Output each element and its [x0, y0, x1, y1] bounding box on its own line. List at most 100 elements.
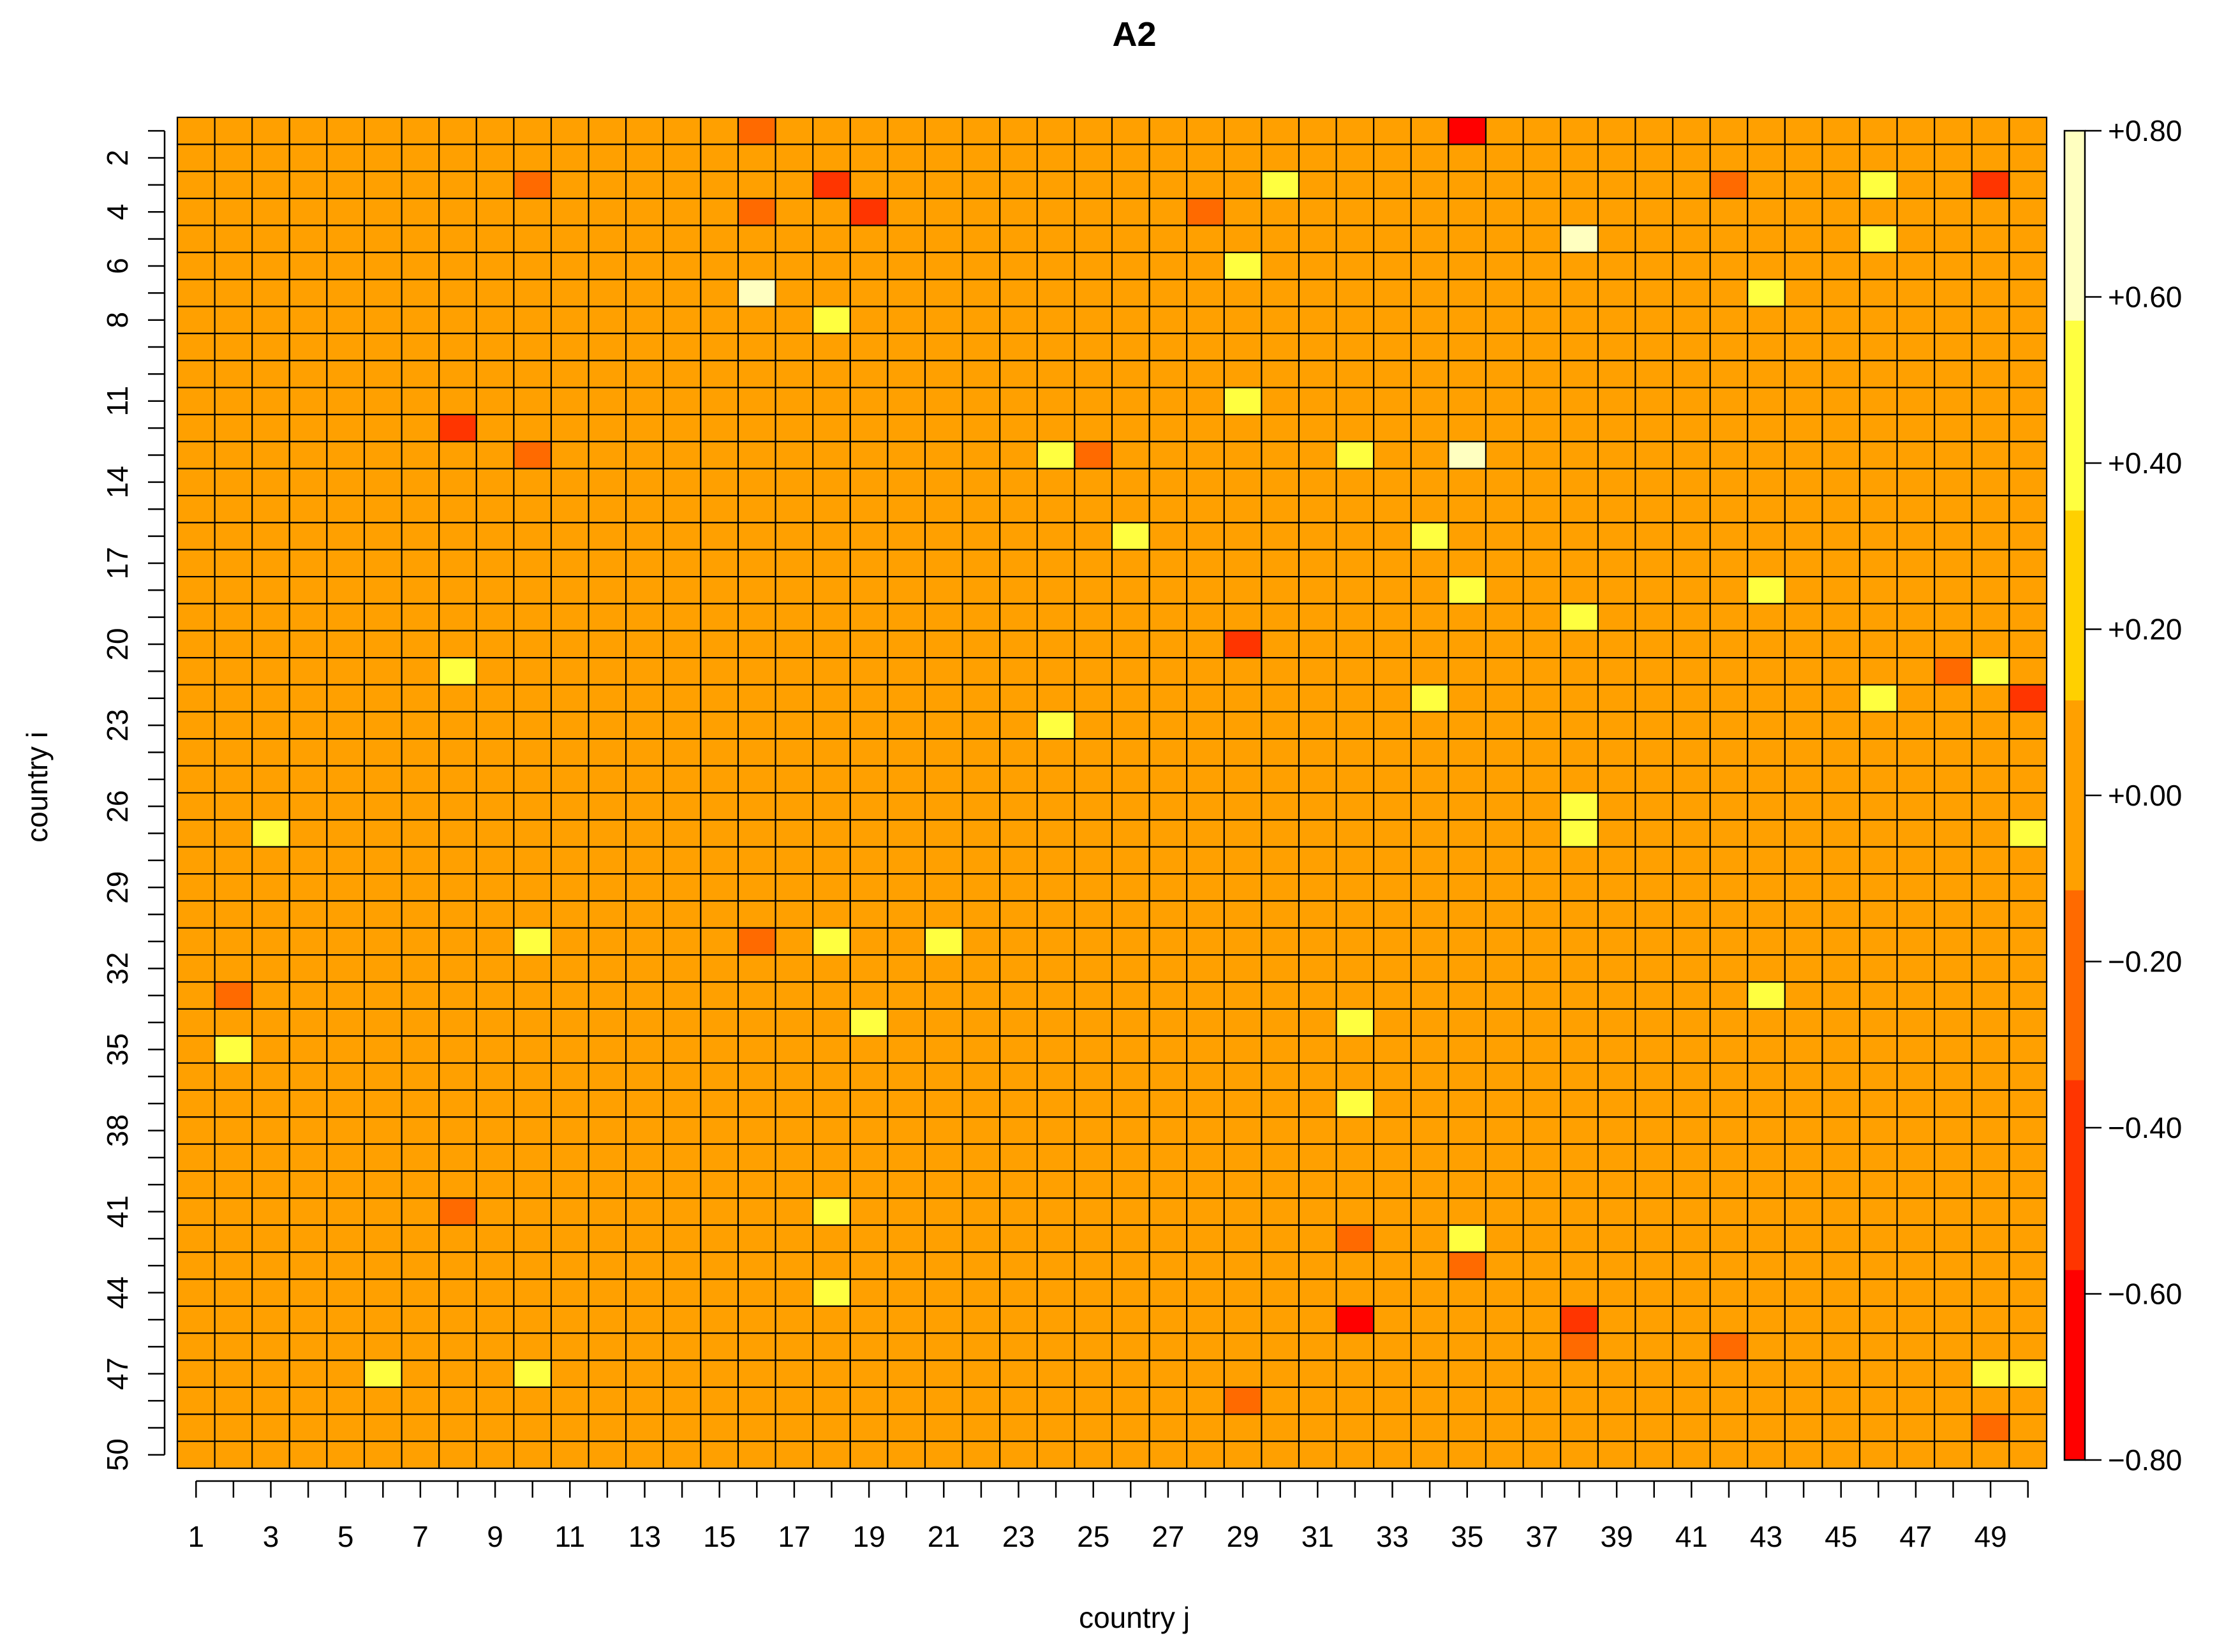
heatmap-cell: [288, 279, 328, 307]
heatmap-cell: [363, 1278, 403, 1307]
heatmap-cell: [475, 819, 515, 848]
heatmap-cell: [1373, 576, 1412, 605]
heatmap-cell: [1709, 144, 1749, 172]
heatmap-cell: [1148, 657, 1188, 686]
heatmap-cell: [1522, 1035, 1562, 1064]
heatmap-cell: [1671, 1035, 1711, 1064]
heatmap-cell: [1709, 792, 1749, 821]
heatmap-cell: [176, 1035, 216, 1064]
heatmap-cell: [1410, 900, 1449, 929]
heatmap-cell: [2008, 1278, 2048, 1307]
heatmap-cell: [662, 846, 702, 875]
heatmap-cell: [1597, 1035, 1636, 1064]
heatmap-cell: [214, 657, 253, 686]
heatmap-cell: [1485, 279, 1524, 307]
heatmap-cell: [1448, 1035, 1487, 1064]
heatmap-cell: [1148, 873, 1188, 902]
heatmap-cell: [1298, 954, 1337, 983]
heatmap-cell: [924, 1143, 963, 1172]
heatmap-cell: [326, 819, 366, 848]
heatmap-cell: [999, 387, 1038, 416]
heatmap-cell: [999, 251, 1038, 281]
heatmap-cell: [1036, 927, 1076, 956]
heatmap-cell: [1298, 144, 1337, 172]
heatmap-cell: [1934, 522, 1973, 550]
heatmap-cell: [999, 981, 1038, 1010]
heatmap-cell: [1261, 1143, 1300, 1172]
heatmap-cell: [1298, 1386, 1337, 1415]
heatmap-cell: [1111, 279, 1150, 307]
heatmap-cell: [1111, 251, 1150, 281]
heatmap-cell: [1784, 197, 1823, 226]
heatmap-cell: [1335, 413, 1375, 443]
heatmap-cell: [1560, 441, 1599, 469]
heatmap-cell: [1784, 116, 1823, 145]
heatmap-cell: [1335, 494, 1375, 524]
heatmap-cell: [1522, 1170, 1562, 1199]
heatmap-cell: [999, 1278, 1038, 1307]
heatmap-cell: [251, 711, 290, 740]
y-tick-label: 44: [101, 1276, 134, 1309]
heatmap-cell: [1671, 1143, 1711, 1172]
colorbar-tick-label: −0.80: [2108, 1443, 2182, 1477]
heatmap-cell: [363, 1386, 403, 1415]
heatmap-cell: [625, 225, 664, 253]
heatmap-cell: [1410, 765, 1449, 794]
heatmap-cell: [1036, 306, 1076, 334]
heatmap-cell: [1335, 981, 1375, 1010]
heatmap-cell: [1335, 251, 1375, 281]
heatmap-cell: [662, 387, 702, 416]
heatmap-cell: [475, 1386, 515, 1415]
heatmap-cell: [1186, 413, 1225, 443]
heatmap-cell: [849, 144, 889, 172]
heatmap-cell: [288, 1386, 328, 1415]
heatmap-cell: [1671, 279, 1711, 307]
heatmap-cell: [1634, 522, 1674, 550]
heatmap-cell: [775, 360, 814, 388]
heatmap-cell: [176, 1332, 216, 1361]
heatmap-cell: [214, 954, 253, 983]
heatmap-cell: [288, 1440, 328, 1470]
heatmap-cell: [1821, 1008, 1861, 1037]
heatmap-cell: [849, 981, 889, 1010]
heatmap-cell: [326, 413, 366, 443]
heatmap-cell: [849, 711, 889, 740]
heatmap-cell: [1934, 360, 1973, 388]
heatmap-cell: [401, 576, 440, 605]
heatmap-cell: [288, 1197, 328, 1226]
x-tick-label: 43: [1750, 1520, 1783, 1553]
heatmap-cell: [737, 494, 776, 524]
heatmap-cell: [961, 846, 1001, 875]
heatmap-cell: [1934, 1251, 1973, 1280]
heatmap-cell: [1036, 1278, 1076, 1307]
heatmap-cell: [1335, 576, 1375, 605]
heatmap-cell: [1448, 927, 1487, 956]
heatmap-cell: [1934, 1305, 1973, 1334]
heatmap-cell: [1223, 116, 1263, 145]
heatmap-cell: [961, 1008, 1001, 1037]
heatmap-cell: [363, 1008, 403, 1037]
heatmap-cell: [1111, 170, 1150, 200]
heatmap-cell: [662, 1305, 702, 1334]
heatmap-cell: [1223, 1143, 1263, 1172]
heatmap-cell: [1373, 197, 1412, 226]
heatmap-cell: [1186, 522, 1225, 550]
heatmap-cell: [1223, 549, 1263, 578]
heatmap-cell: [1261, 494, 1300, 524]
heatmap-cell: [401, 738, 440, 767]
heatmap-cell: [1335, 116, 1375, 145]
heatmap-cell: [1111, 873, 1150, 902]
heatmap-cell: [1747, 1170, 1786, 1199]
heatmap-cell: [999, 197, 1038, 226]
heatmap-cell: [887, 1440, 926, 1470]
heatmap-cell: [1373, 846, 1412, 875]
heatmap-cell: [775, 900, 814, 929]
heatmap-cell: [1148, 170, 1188, 200]
heatmap-cell: [1560, 549, 1599, 578]
heatmap-cell: [999, 1359, 1038, 1389]
heatmap-cell: [1186, 711, 1225, 740]
heatmap-cell: [326, 1224, 366, 1253]
heatmap-cell: [1373, 711, 1412, 740]
heatmap-cell: [737, 1035, 776, 1064]
heatmap-cell: [1858, 684, 1898, 713]
